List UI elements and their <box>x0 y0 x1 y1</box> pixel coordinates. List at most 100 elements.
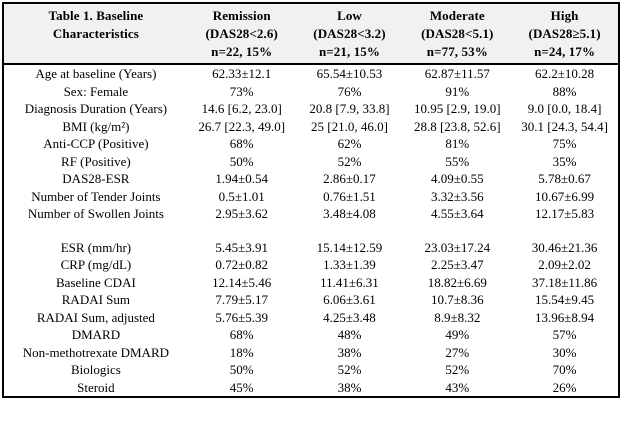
cell-value: 2.09±2.02 <box>538 257 591 272</box>
cell-value: 70% <box>552 362 577 377</box>
cell-value: 65.54±10.53 <box>316 66 383 81</box>
row-label: RADAI Sum <box>61 292 131 307</box>
table-row: RADAI Sum 7.79±5.17 6.06±3.61 10.7±8.36 15.5… <box>3 291 619 309</box>
cell-value: 75% <box>552 136 577 151</box>
cell-value: 10.67±6.99 <box>535 188 595 204</box>
baseline-characteristics-table-container: Table 1. Baseline Characteristics Remiss… <box>2 2 620 398</box>
column-criteria: (DAS28<3.2) <box>313 26 386 41</box>
cell-value: 0.76±1.51 <box>323 188 376 204</box>
cell-value: 62.87±11.57 <box>424 66 490 81</box>
cell-value: 28.8 [23.8, 52.6] <box>413 118 501 134</box>
table-row: Non-methotrexate DMARD 18% 38% 27% 30% <box>3 344 619 362</box>
cell-value: 68% <box>229 136 254 151</box>
table-row: Number of Tender Joints 0.5±1.01 0.76±1.51… <box>3 188 619 206</box>
table-title-cell: Table 1. Baseline Characteristics <box>3 3 188 65</box>
row-label: RF (Positive) <box>61 153 131 169</box>
cell-value: 11.41±6.31 <box>320 274 379 290</box>
table-row: Sex: Female 73% 76% 91% 88% <box>3 83 619 101</box>
cell-value: 50% <box>229 153 254 169</box>
cell-value: 48% <box>337 327 362 342</box>
cell-value: 73% <box>229 83 254 99</box>
row-label: Biologics <box>70 362 121 377</box>
cell-value: 38% <box>337 344 362 360</box>
column-name: Low <box>337 8 362 23</box>
cell-value: 52% <box>337 153 362 169</box>
row-label: Non-methotrexate DMARD <box>22 344 169 360</box>
cell-value: 55% <box>445 153 470 169</box>
cell-value: 1.33±1.39 <box>323 257 376 272</box>
cell-value: 30% <box>552 344 577 360</box>
column-n: n=24, 17% <box>534 44 596 59</box>
cell-value: 50% <box>229 362 254 377</box>
table-title-line1: Table 1. Baseline <box>48 8 144 23</box>
column-name: Moderate <box>429 8 485 23</box>
column-header-moderate: Moderate (DAS28<5.1) n=77, 53% <box>403 3 512 65</box>
column-n: n=77, 53% <box>426 44 488 59</box>
cell-value: 57% <box>552 327 577 342</box>
row-label: Number of Tender Joints <box>31 188 161 204</box>
cell-value: 10.7±8.36 <box>430 292 484 307</box>
row-label: Anti-CCP (Positive) <box>43 136 149 151</box>
spacer-row <box>3 223 619 239</box>
column-name: Remission <box>212 8 271 23</box>
table-row: Steroid 45% 38% 43% 26% <box>3 379 619 398</box>
cell-value: 27% <box>445 344 470 360</box>
cell-value: 4.25±3.48 <box>323 309 376 325</box>
baseline-characteristics-table: Table 1. Baseline Characteristics Remiss… <box>2 2 620 398</box>
cell-value: 12.14±5.46 <box>212 274 272 290</box>
table-body: Age at baseline (Years) 62.33±12.1 65.54±1… <box>3 64 619 397</box>
cell-value: 2.86±0.17 <box>323 171 376 186</box>
cell-value: 81% <box>445 136 470 151</box>
cell-value: 7.79±5.17 <box>215 292 269 307</box>
table-row: Baseline CDAI 12.14±5.46 11.41±6.31 18.82±6… <box>3 274 619 292</box>
header-row: Table 1. Baseline Characteristics Remiss… <box>3 3 619 65</box>
cell-value: 1.94±0.54 <box>215 171 269 186</box>
cell-value: 13.96±8.94 <box>535 309 595 325</box>
row-label: DAS28-ESR <box>62 171 130 186</box>
cell-value: 68% <box>229 327 254 342</box>
table-row: DAS28-ESR 1.94±0.54 2.86±0.17 4.09±0.55 5.78… <box>3 170 619 188</box>
column-n: n=21, 15% <box>318 44 381 59</box>
cell-value: 9.0 [0.0, 18.4] <box>527 101 602 116</box>
cell-value: 15.54±9.45 <box>535 292 595 307</box>
cell-value: 2.95±3.62 <box>215 206 269 221</box>
cell-value: 10.95 [2.9, 19.0] <box>413 101 501 116</box>
cell-value: 5.45±3.91 <box>215 239 269 255</box>
table-row: CRP (mg/dL) 0.72±0.82 1.33±1.39 2.25±3.47 2.… <box>3 256 619 274</box>
cell-value: 8.9±8.32 <box>434 309 481 325</box>
column-header-low: Low (DAS28<3.2) n=21, 15% <box>295 3 404 65</box>
cell-value: 76% <box>337 83 362 99</box>
cell-value: 0.5±1.01 <box>218 188 265 204</box>
cell-value: 45% <box>229 379 254 395</box>
row-label: Steroid <box>77 379 115 395</box>
column-criteria: (DAS28<2.6) <box>205 26 278 41</box>
row-label: ESR (mm/hr) <box>60 239 132 255</box>
cell-value: 52% <box>337 362 362 377</box>
cell-value: 25 [21.0, 46.0] <box>311 118 388 134</box>
cell-value: 38% <box>337 379 362 395</box>
cell-value: 4.09±0.55 <box>430 171 484 186</box>
column-criteria: (DAS28≥5.1) <box>528 26 601 41</box>
cell-value: 30.46±21.36 <box>531 239 598 255</box>
cell-value: 37.18±11.86 <box>532 274 598 290</box>
table-row: BMI (kg/m²) 26.7 [22.3, 49.0] 25 [21.0, 46… <box>3 118 619 136</box>
table-row: Number of Swollen Joints 2.95±3.62 3.48±4.… <box>3 205 619 223</box>
table-row: Biologics 50% 52% 52% 70% <box>3 361 619 379</box>
table-row: Diagnosis Duration (Years) 14.6 [6.2, 23.… <box>3 100 619 118</box>
cell-value: 62.33±12.1 <box>212 66 272 81</box>
table-row: Age at baseline (Years) 62.33±12.1 65.54±1… <box>3 64 619 83</box>
cell-value: 49% <box>445 327 470 342</box>
column-header-high: High (DAS28≥5.1) n=24, 17% <box>511 3 619 65</box>
cell-value: 5.76±5.39 <box>215 309 269 325</box>
table-row: Anti-CCP (Positive) 68% 62% 81% 75% <box>3 135 619 153</box>
table-header: Table 1. Baseline Characteristics Remiss… <box>3 3 619 65</box>
spacer-cell <box>3 223 619 239</box>
cell-value: 52% <box>445 362 470 377</box>
cell-value: 26% <box>552 379 577 395</box>
cell-value: 26.7 [22.3, 49.0] <box>198 118 286 134</box>
cell-value: 20.8 [7.9, 33.8] <box>309 101 390 116</box>
cell-value: 0.72±0.82 <box>215 257 269 272</box>
cell-value: 15.14±12.59 <box>316 239 383 255</box>
cell-value: 30.1 [24.3, 54.4] <box>521 118 608 134</box>
column-n: n=22, 15% <box>211 44 273 59</box>
